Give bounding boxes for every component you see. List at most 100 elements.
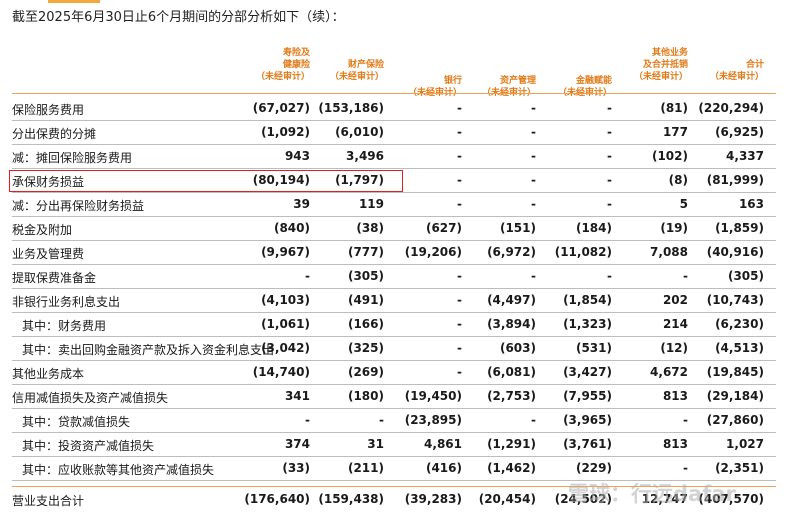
row-value: (27,860): [706, 413, 764, 427]
row-value: (840): [273, 221, 310, 235]
table-row: 提取保费准备金 - (305) - - - - (305): [12, 265, 776, 289]
row-divider: [12, 360, 776, 361]
row-value: (3,042): [261, 341, 310, 355]
row-value: (8): [668, 173, 688, 187]
row-divider: [12, 336, 776, 337]
column-header-line: 金融赋能: [575, 76, 612, 86]
table-row: 信用减值损失及资产减值损失 341 (180) (19,450) (2,753) (7,9…: [12, 385, 776, 409]
row-value: (40,916): [706, 245, 764, 259]
row-value: 813: [662, 437, 688, 451]
row-value: (2,351): [715, 461, 764, 475]
row-value: 163: [738, 197, 764, 211]
row-divider: [12, 264, 776, 265]
column-header-1: 寿险及 健康险 （未经审计）: [220, 47, 310, 89]
row-label: 其中：应收账款等其他资产减值损失: [22, 463, 215, 477]
row-value: -: [457, 173, 462, 187]
row-value: (220,294): [698, 101, 764, 115]
column-header-line: （未经审计）: [255, 72, 310, 82]
row-divider: [12, 312, 776, 313]
row-value: (14,740): [252, 365, 310, 379]
column-header-line: 合计: [745, 60, 764, 70]
row-value: (11,082): [554, 245, 612, 259]
table-row: 其中：贷款减值损失 - - (23,895) - (3,965) - (27,860): [12, 409, 776, 433]
row-label: 承保财务损益: [12, 175, 85, 189]
row-value: -: [607, 101, 612, 115]
row-divider: [12, 480, 776, 481]
row-value: 39: [293, 197, 310, 211]
row-label: 其中：投资资产减值损失: [22, 439, 155, 453]
highlight-box: [9, 170, 403, 192]
row-value: (19,206): [404, 245, 462, 259]
row-value: -: [607, 125, 612, 139]
row-value: (9,967): [261, 245, 310, 259]
row-value: (159,438): [318, 492, 384, 506]
row-value: -: [683, 461, 688, 475]
row-value: (3,894): [487, 317, 536, 331]
row-value: (29,184): [706, 389, 764, 403]
row-divider: [12, 384, 776, 385]
row-value: (4,497): [487, 293, 536, 307]
caption: 截至2025年6月30日止6个月期间的分部分析如下（续）：: [12, 10, 345, 25]
row-value: (3,427): [563, 365, 612, 379]
row-divider: [12, 120, 776, 121]
table-row: 其中：投资资产减值损失 374 31 4,861 (1,291) (3,761) 813 1,…: [12, 433, 776, 457]
row-value: -: [683, 269, 688, 283]
column-header-line: 健康险: [282, 60, 310, 70]
row-label: 其中：财务费用: [22, 319, 107, 333]
row-value: -: [531, 125, 536, 139]
row-value: (33): [282, 461, 310, 475]
row-value: 119: [358, 197, 384, 211]
row-value: (3,761): [563, 437, 612, 451]
column-header-2: 财产保险 （未经审计）: [294, 59, 384, 101]
row-value: (176,640): [244, 492, 310, 506]
row-value: (407,570): [698, 492, 764, 506]
row-value: -: [683, 413, 688, 427]
table-row: 分出保费的分摊 (1,092) (6,010) - - - 177 (6,925): [12, 121, 776, 145]
row-value: -: [607, 149, 612, 163]
row-value: (151): [499, 221, 536, 235]
row-label: 营业支出合计: [12, 494, 85, 508]
row-label: 业务及管理费: [12, 247, 85, 261]
row-divider: [12, 288, 776, 289]
row-value: (1,859): [715, 221, 764, 235]
row-value: 374: [284, 437, 310, 451]
row-value: -: [457, 317, 462, 331]
row-value: (1,854): [563, 293, 612, 307]
row-value: (81): [660, 101, 688, 115]
row-value: (81,999): [706, 173, 764, 187]
row-value: (102): [651, 149, 688, 163]
row-label: 信用减值损失及资产减值损失: [12, 391, 169, 405]
row-divider: [12, 240, 776, 241]
row-value: -: [607, 197, 612, 211]
row-value: 4,672: [650, 365, 688, 379]
row-divider: [12, 456, 776, 457]
column-header-line: （未经审计）: [633, 72, 688, 82]
row-value: (67,027): [252, 101, 310, 115]
table-row: 其中：财务费用 (1,061) (166) - (3,894) (1,323) 214 (6,…: [12, 313, 776, 337]
row-value: (23,895): [404, 413, 462, 427]
table-row: 其中：卖出回购金融资产款及拆入资金利息支出 (3,042) (325) - (603) (…: [12, 337, 776, 361]
row-label: 提取保费准备金: [12, 271, 97, 285]
row-value: (1,061): [261, 317, 310, 331]
row-value: 813: [662, 389, 688, 403]
row-value: -: [457, 197, 462, 211]
row-value: (24,502): [554, 492, 612, 506]
row-value: (305): [347, 269, 384, 283]
row-value: (1,797): [335, 173, 384, 187]
highlight-marker: [48, 0, 100, 3]
row-value: 341: [284, 389, 310, 403]
column-header-line: 及合并抵销: [642, 60, 688, 70]
row-value: -: [457, 365, 462, 379]
row-label: 减：分出再保险财务损益: [12, 199, 145, 213]
table-row: 保险服务费用 (67,027) (153,186) - - - (81) (220,294): [12, 97, 776, 121]
watermark: 雪球：行远dafar: [568, 482, 736, 506]
row-value: (416): [425, 461, 462, 475]
column-header-line: 银行: [443, 76, 462, 86]
row-value: 12,747: [641, 492, 688, 506]
row-value: (6,972): [487, 245, 536, 259]
row-value: (180): [347, 389, 384, 403]
column-header-7: 合计 （未经审计）: [674, 59, 764, 101]
row-value: -: [457, 269, 462, 283]
column-header-line: （未经审计）: [329, 72, 384, 82]
row-value: -: [457, 149, 462, 163]
